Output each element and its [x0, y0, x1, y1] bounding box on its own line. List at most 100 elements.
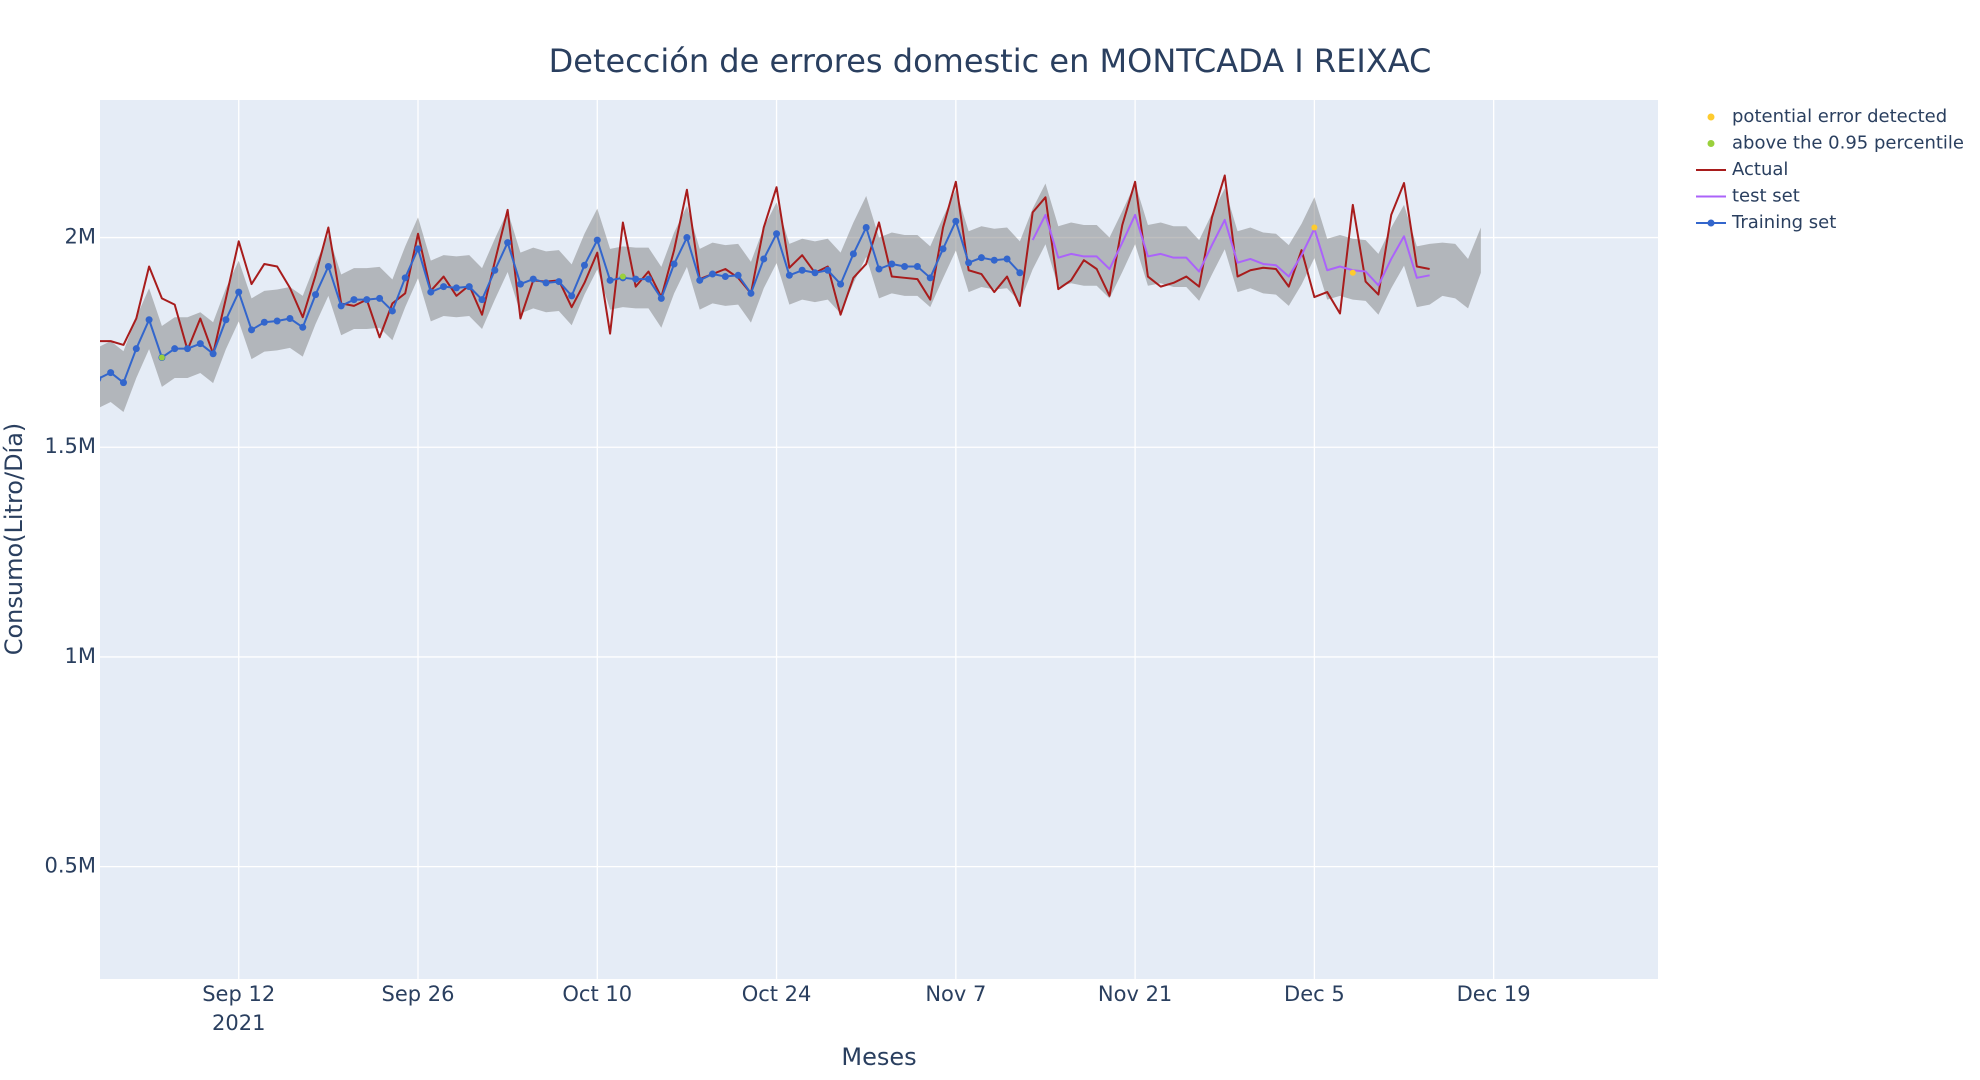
x-tick-label: Oct 10 — [562, 982, 632, 1006]
x-axis-title: Meses — [841, 1043, 916, 1071]
data-point — [260, 318, 268, 326]
data-point — [1349, 269, 1356, 276]
data-point — [516, 280, 524, 288]
data-point — [209, 350, 217, 358]
data-point — [414, 245, 422, 253]
axes: 0.5M 1M 1.5M 2M Sep 12 2021 Sep 26 Oct 10 Oct 24… — [44, 225, 1530, 1035]
confidence-band — [100, 183, 1481, 413]
data-point — [465, 283, 473, 291]
legend-label: above the 0.95 percentile — [1732, 133, 1964, 154]
x-tick-label: Nov 21 — [1098, 982, 1172, 1006]
data-point — [504, 239, 512, 247]
y-axis-title: Consumo(Litro/Día) — [0, 423, 28, 656]
data-point — [235, 288, 243, 296]
data-point — [273, 317, 281, 325]
y-tick-label: 1.5M — [44, 434, 96, 458]
data-point — [913, 262, 921, 270]
data-point — [1016, 269, 1024, 277]
data-point — [657, 294, 665, 302]
data-point — [363, 296, 371, 304]
data-point — [926, 274, 934, 282]
legend-label: Training set — [1731, 212, 1836, 233]
data-point — [184, 345, 192, 353]
data-point — [683, 234, 691, 242]
x-tick-label: Sep 12 2021 — [202, 982, 275, 1035]
x-tick-label: Sep 26 — [382, 982, 455, 1006]
series-line — [100, 174, 1430, 355]
data-point — [107, 369, 115, 377]
data-point — [773, 230, 781, 238]
legend-label: test set — [1732, 186, 1800, 207]
legend-label: Actual — [1732, 159, 1788, 180]
legend: potential error detected above the 0.95 p… — [1696, 106, 1964, 233]
data-point — [196, 340, 204, 348]
data-point — [324, 262, 332, 270]
data-point — [696, 276, 704, 284]
data-point — [119, 379, 127, 387]
data-point — [645, 275, 653, 283]
data-point — [977, 254, 985, 262]
data-point — [965, 259, 973, 267]
data-point — [990, 256, 998, 264]
x-tick-label: Dec 19 — [1457, 982, 1531, 1006]
series-line — [1031, 213, 1430, 287]
legend-label: potential error detected — [1732, 106, 1947, 127]
legend-marker — [1707, 219, 1715, 227]
data-point — [606, 276, 614, 284]
data-point — [760, 255, 768, 263]
data-point — [798, 266, 806, 274]
data-point — [670, 260, 678, 268]
chart-title: Detección de errores domestic en MONTCAD… — [549, 42, 1432, 80]
data-point — [100, 376, 102, 382]
data-point — [222, 316, 230, 324]
data-point — [888, 260, 896, 268]
data-point — [619, 273, 626, 280]
data-point — [568, 292, 576, 300]
data-point — [312, 291, 320, 299]
data-point — [875, 265, 883, 273]
data-point — [849, 250, 857, 258]
data-point — [939, 245, 947, 253]
data-point — [811, 269, 819, 277]
data-point — [632, 275, 640, 283]
data-point — [555, 278, 563, 286]
data-point — [1311, 224, 1318, 231]
legend-marker — [1707, 113, 1715, 121]
data-point — [901, 262, 909, 270]
legend-marker — [1707, 140, 1715, 147]
data-point — [824, 266, 832, 274]
data-point — [952, 217, 960, 225]
x-tick-label: Oct 24 — [742, 982, 812, 1006]
plot-background — [100, 100, 1658, 979]
data-point — [721, 273, 729, 281]
data-point — [709, 270, 717, 278]
data-point — [248, 326, 256, 334]
traces — [100, 174, 1481, 413]
data-point — [286, 314, 294, 322]
data-point — [734, 271, 742, 279]
y-tick-label: 1M — [65, 644, 96, 668]
data-point — [388, 307, 396, 315]
y-tick-label: 2M — [65, 225, 96, 249]
data-point — [350, 296, 358, 304]
data-point — [529, 275, 537, 283]
data-point — [491, 266, 499, 274]
y-tick-label: 0.5M — [44, 854, 96, 878]
data-point — [132, 345, 140, 353]
data-point — [478, 296, 486, 304]
data-point — [593, 236, 601, 244]
data-point — [837, 280, 845, 288]
data-point — [452, 284, 460, 292]
data-point — [747, 289, 755, 297]
data-point — [171, 345, 179, 353]
data-point — [580, 261, 588, 269]
data-point — [158, 354, 165, 361]
data-point — [785, 271, 793, 279]
x-tick-label: Dec 5 — [1284, 982, 1345, 1006]
data-point — [145, 316, 153, 324]
data-point — [337, 302, 345, 310]
data-point — [440, 283, 448, 291]
data-point — [427, 288, 435, 296]
data-point — [542, 279, 550, 287]
